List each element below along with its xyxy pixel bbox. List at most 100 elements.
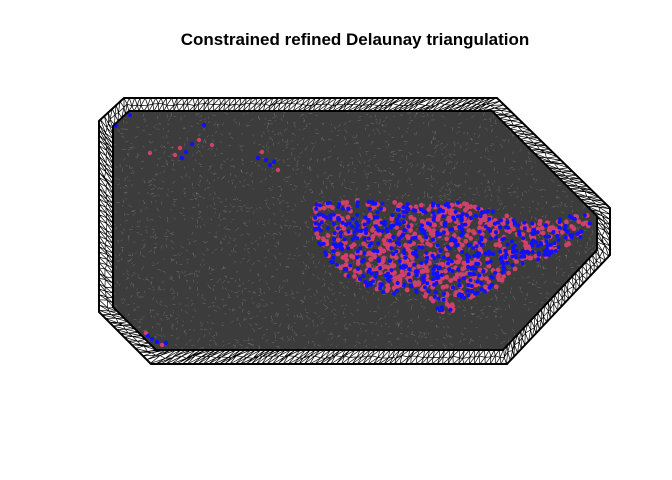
- blue-point: [501, 265, 506, 270]
- blue-point: [404, 264, 408, 269]
- interior-mesh-edges: [112, 111, 595, 353]
- blue-point: [485, 260, 490, 265]
- red-point: [457, 203, 463, 209]
- red-point: [445, 252, 450, 257]
- blue-point: [403, 228, 407, 233]
- blue-point: [499, 218, 503, 223]
- red-point: [335, 237, 341, 243]
- blue-point: [578, 235, 583, 239]
- blue-point: [359, 229, 364, 233]
- blue-point: [565, 229, 570, 234]
- blue-point: [474, 244, 479, 249]
- red-point: [486, 263, 492, 269]
- blue-point: [346, 274, 351, 279]
- red-point: [377, 231, 382, 237]
- blue-point: [145, 333, 151, 339]
- blue-point: [201, 122, 207, 128]
- blue-point: [469, 284, 474, 288]
- red-point: [426, 227, 432, 232]
- red-point: [374, 286, 380, 292]
- red-point: [147, 150, 153, 156]
- red-point: [470, 229, 476, 234]
- red-point: [539, 225, 545, 231]
- blue-point: [563, 224, 568, 228]
- red-point: [483, 284, 488, 290]
- blue-point: [350, 216, 355, 221]
- blue-point: [401, 205, 406, 210]
- red-point: [477, 246, 483, 252]
- red-point: [454, 272, 460, 278]
- blue-point: [340, 206, 345, 211]
- red-point: [559, 229, 565, 235]
- red-point: [432, 222, 437, 228]
- blue-point: [313, 221, 318, 226]
- blue-point: [558, 217, 562, 222]
- blue-point: [376, 256, 381, 261]
- blue-point: [413, 248, 418, 253]
- blue-point: [363, 227, 368, 232]
- blue-point: [587, 221, 592, 226]
- blue-point: [469, 266, 474, 270]
- blue-point: [520, 261, 525, 265]
- blue-point: [469, 216, 474, 221]
- red-point: [335, 251, 341, 257]
- blue-point: [522, 220, 527, 225]
- blue-point: [172, 152, 178, 158]
- blue-point: [331, 249, 336, 254]
- red-point: [394, 275, 399, 280]
- red-point: [444, 274, 450, 280]
- blue-point: [332, 231, 337, 236]
- plot-title: Constrained refined Delaunay triangulati…: [180, 30, 530, 49]
- blue-point: [406, 272, 411, 277]
- blue-point: [538, 241, 543, 245]
- blue-point: [500, 270, 505, 275]
- blue-point: [569, 235, 574, 240]
- blue-point: [402, 251, 407, 256]
- red-point: [460, 266, 466, 272]
- blue-point: [366, 236, 371, 241]
- blue-point: [392, 291, 397, 296]
- blue-point: [395, 281, 400, 285]
- blue-point: [530, 221, 535, 226]
- blue-point: [519, 254, 524, 259]
- red-point: [527, 255, 533, 261]
- red-point: [340, 200, 346, 206]
- blue-point: [498, 256, 503, 261]
- red-point: [468, 204, 474, 210]
- blue-point: [513, 254, 518, 259]
- blue-point: [563, 235, 568, 240]
- blue-point: [376, 241, 381, 246]
- blue-point: [460, 227, 465, 232]
- red-point: [408, 214, 414, 220]
- blue-point: [321, 241, 326, 246]
- blue-point: [179, 155, 185, 161]
- red-point: [377, 270, 383, 276]
- red-point: [440, 284, 446, 290]
- blue-point: [436, 254, 441, 259]
- blue-point: [451, 215, 456, 220]
- blue-point: [371, 201, 376, 206]
- blue-point: [318, 203, 322, 208]
- blue-point: [371, 279, 375, 284]
- blue-point: [328, 213, 333, 218]
- blue-point: [414, 273, 419, 278]
- blue-point: [488, 236, 493, 241]
- blue-point: [446, 257, 451, 262]
- blue-point: [477, 273, 482, 278]
- blue-point: [267, 162, 273, 168]
- blue-point: [350, 224, 355, 229]
- blue-point: [579, 229, 584, 234]
- blue-point: [536, 252, 541, 257]
- red-point: [425, 268, 430, 274]
- blue-point: [536, 244, 540, 248]
- blue-point: [403, 255, 408, 260]
- red-point: [447, 217, 453, 223]
- blue-point: [391, 235, 396, 240]
- blue-point: [326, 226, 331, 231]
- blue-point: [388, 238, 392, 243]
- red-point: [496, 277, 502, 282]
- blue-point: [432, 294, 437, 299]
- blue-point: [483, 224, 488, 229]
- red-point: [444, 236, 450, 242]
- blue-point: [401, 214, 406, 219]
